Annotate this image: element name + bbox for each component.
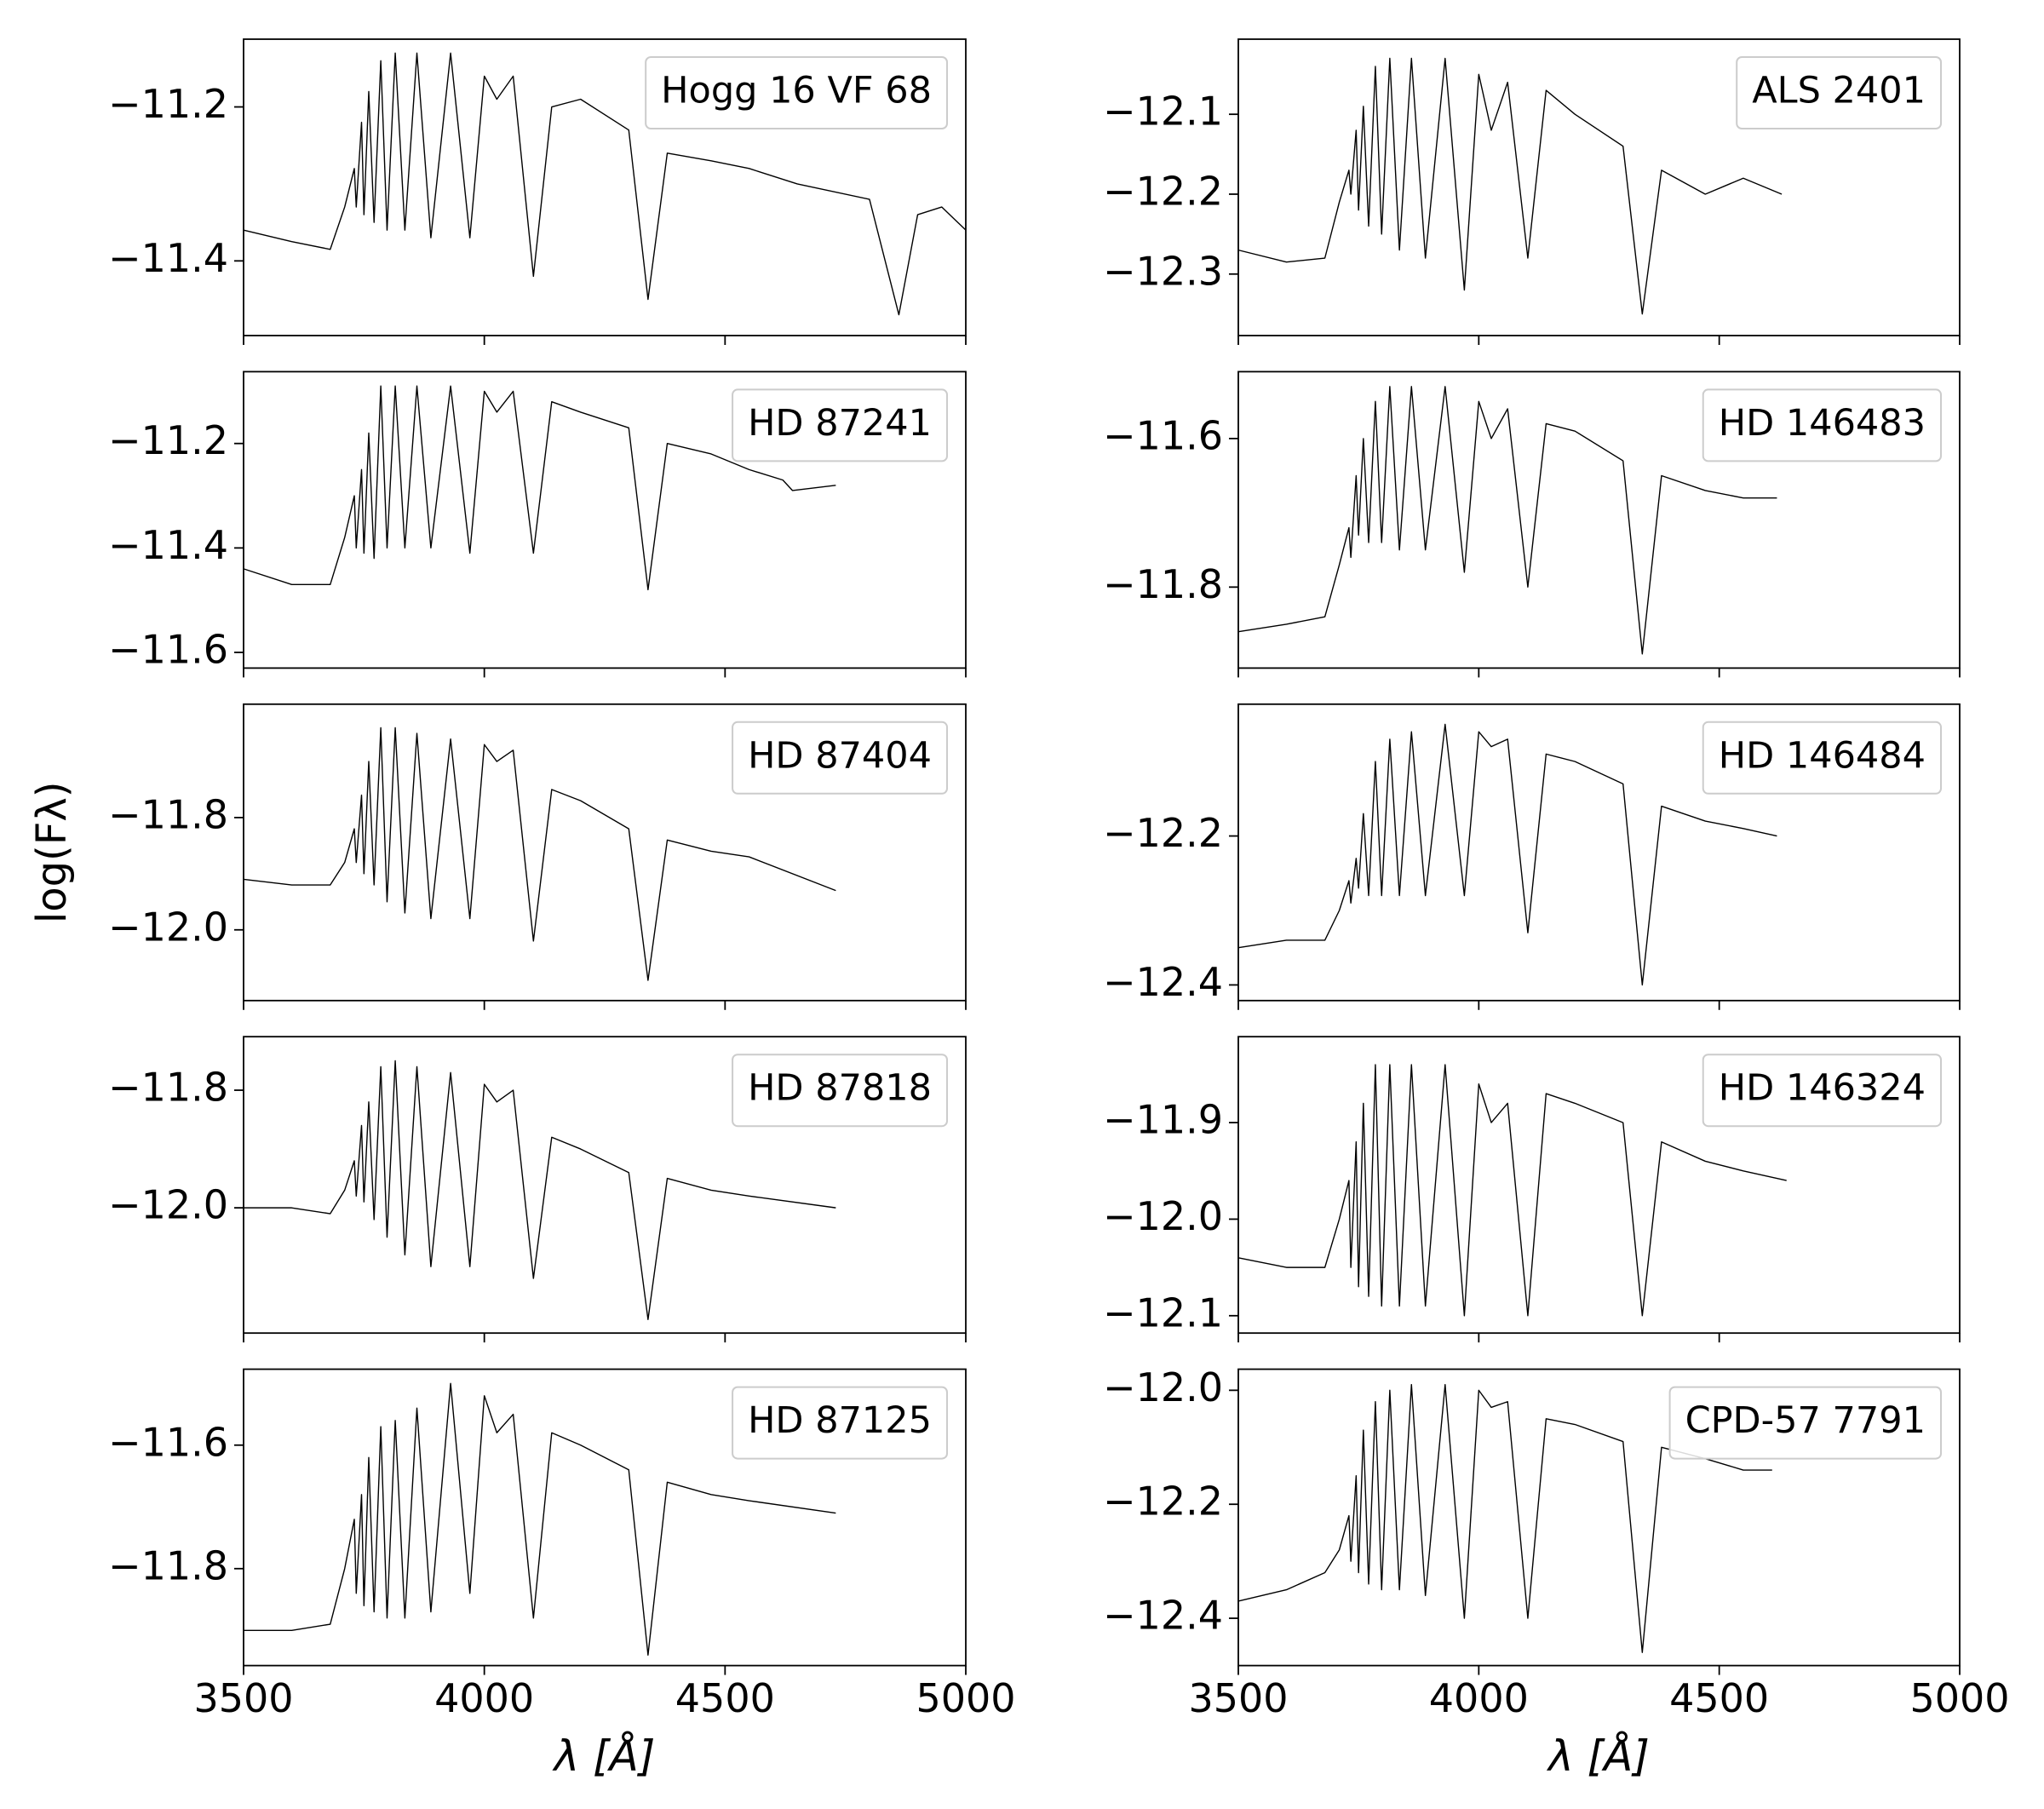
spectrum-line bbox=[1237, 57, 1783, 315]
plot-frame bbox=[1237, 370, 1961, 669]
plot-frame bbox=[1237, 38, 1961, 336]
legend-box bbox=[1668, 1386, 1942, 1460]
y-tick-label: −11.4 bbox=[108, 235, 228, 281]
y-tick-label: −11.8 bbox=[108, 791, 228, 837]
legend-box bbox=[732, 388, 948, 462]
legend-box bbox=[645, 56, 948, 129]
y-tick-label: −12.0 bbox=[1103, 1364, 1223, 1410]
legend-label: CPD-57 7791 bbox=[1685, 1399, 1926, 1442]
legend-label: HD 87125 bbox=[748, 1399, 932, 1442]
legend-label: HD 87241 bbox=[748, 402, 932, 445]
y-tick-label: −11.8 bbox=[108, 1065, 228, 1111]
spectrum-line bbox=[1237, 1064, 1787, 1317]
legend-label: HD 87404 bbox=[748, 734, 932, 777]
legend-label: HD 146324 bbox=[1719, 1067, 1926, 1110]
plot-frame bbox=[243, 38, 967, 336]
spectrum-line bbox=[244, 1060, 836, 1321]
spectrum-line bbox=[243, 52, 967, 316]
legend-box bbox=[1736, 56, 1942, 129]
y-tick-label: −11.8 bbox=[1103, 561, 1223, 607]
legend-box bbox=[732, 1054, 948, 1128]
x-tick-label: 3500 bbox=[1188, 1675, 1288, 1721]
legend-box bbox=[732, 1386, 948, 1460]
panel: −12.2 −12.4 HD 146484 bbox=[1103, 703, 1961, 1010]
x-tick-label: 4500 bbox=[1669, 1675, 1769, 1721]
legend-label: HD 87818 bbox=[748, 1067, 932, 1110]
x-tick-label: 4000 bbox=[1429, 1675, 1529, 1721]
x-axis-label: λ [Å] bbox=[1546, 1731, 1650, 1781]
y-tick-label: −12.1 bbox=[1103, 1289, 1223, 1335]
y-tick-label: −11.4 bbox=[108, 522, 228, 568]
x-tick-label: 4500 bbox=[675, 1675, 775, 1721]
panel: −11.9 −12.0 −12.1 HD 146324 bbox=[1103, 1036, 1961, 1343]
y-tick-label: −12.0 bbox=[108, 904, 228, 950]
y-tick-label: −12.4 bbox=[1103, 1593, 1223, 1639]
plot-frame bbox=[1237, 1368, 1961, 1667]
panel: −11.2 −11.4 −11.6 HD 87241 bbox=[108, 370, 967, 678]
legend-box bbox=[732, 721, 948, 795]
panel: −11.8 −12.0 HD 87818 bbox=[108, 1036, 967, 1343]
spectrum-line bbox=[1237, 723, 1777, 986]
legend-label: HD 146483 bbox=[1719, 402, 1926, 445]
plot-frame bbox=[243, 703, 967, 1002]
panel: −11.8 −12.0 HD 87404 log(Fλ) bbox=[28, 703, 967, 1010]
y-tick-label: −12.2 bbox=[1103, 1479, 1223, 1525]
x-tick-label: 5000 bbox=[1909, 1675, 2009, 1721]
x-tick-label: 4000 bbox=[434, 1675, 534, 1721]
y-axis-label: log(Fλ) bbox=[28, 781, 76, 923]
spectrum-line bbox=[1237, 1383, 1772, 1653]
spectrum-line bbox=[244, 1382, 836, 1656]
plot-frame bbox=[243, 370, 967, 669]
x-tick-label: 5000 bbox=[916, 1675, 1015, 1721]
legend-label: ALS 2401 bbox=[1752, 70, 1926, 112]
y-tick-label: −12.4 bbox=[1103, 959, 1223, 1005]
panel: −11.6 −11.8 HD 146483 bbox=[1103, 370, 1961, 678]
y-tick-label: −12.2 bbox=[1103, 168, 1223, 214]
x-tick-label: 3500 bbox=[193, 1675, 293, 1721]
legend-box bbox=[1702, 388, 1942, 462]
y-tick-label: −11.2 bbox=[108, 81, 228, 127]
y-tick-label: −12.0 bbox=[1103, 1193, 1223, 1239]
x-axis-label: λ [Å] bbox=[552, 1731, 656, 1781]
y-tick-label: −11.6 bbox=[1103, 412, 1223, 458]
y-tick-label: −11.8 bbox=[108, 1542, 228, 1588]
spectrum-line bbox=[1237, 386, 1777, 655]
y-tick-label: −11.6 bbox=[108, 1419, 228, 1465]
panel: −12.0 −12.2 −12.4 3500 4000 4500 5000 CPD-57 77… bbox=[1103, 1364, 2010, 1781]
legend-label: HD 146484 bbox=[1719, 734, 1926, 777]
y-tick-label: −12.1 bbox=[1103, 89, 1223, 135]
y-tick-label: −11.2 bbox=[108, 417, 228, 463]
legend-label: Hogg 16 VF 68 bbox=[661, 70, 932, 112]
y-tick-label: −11.6 bbox=[108, 627, 228, 673]
plot-frame bbox=[243, 1036, 967, 1335]
panel: −11.6 −11.8 3500 4000 4500 5000 HD 87125 λ [Å] bbox=[108, 1368, 1016, 1781]
y-tick-label: −11.9 bbox=[1103, 1097, 1223, 1143]
y-tick-label: −12.2 bbox=[1103, 810, 1223, 856]
plot-frame bbox=[1237, 703, 1961, 1002]
plot-frame bbox=[1237, 1036, 1961, 1335]
y-tick-label: −12.3 bbox=[1103, 248, 1223, 294]
spectrum-line bbox=[243, 385, 836, 591]
spectrum-line bbox=[243, 726, 836, 981]
plot-frame bbox=[243, 1368, 967, 1667]
panel: −12.1 −12.2 −12.3 ALS 2401 bbox=[1103, 38, 1961, 345]
y-tick-label: −12.0 bbox=[108, 1182, 228, 1228]
panel: −11.2 −11.4 Hogg 16 VF 68 bbox=[108, 38, 967, 345]
legend-box bbox=[1702, 721, 1942, 795]
legend-box bbox=[1702, 1054, 1942, 1128]
